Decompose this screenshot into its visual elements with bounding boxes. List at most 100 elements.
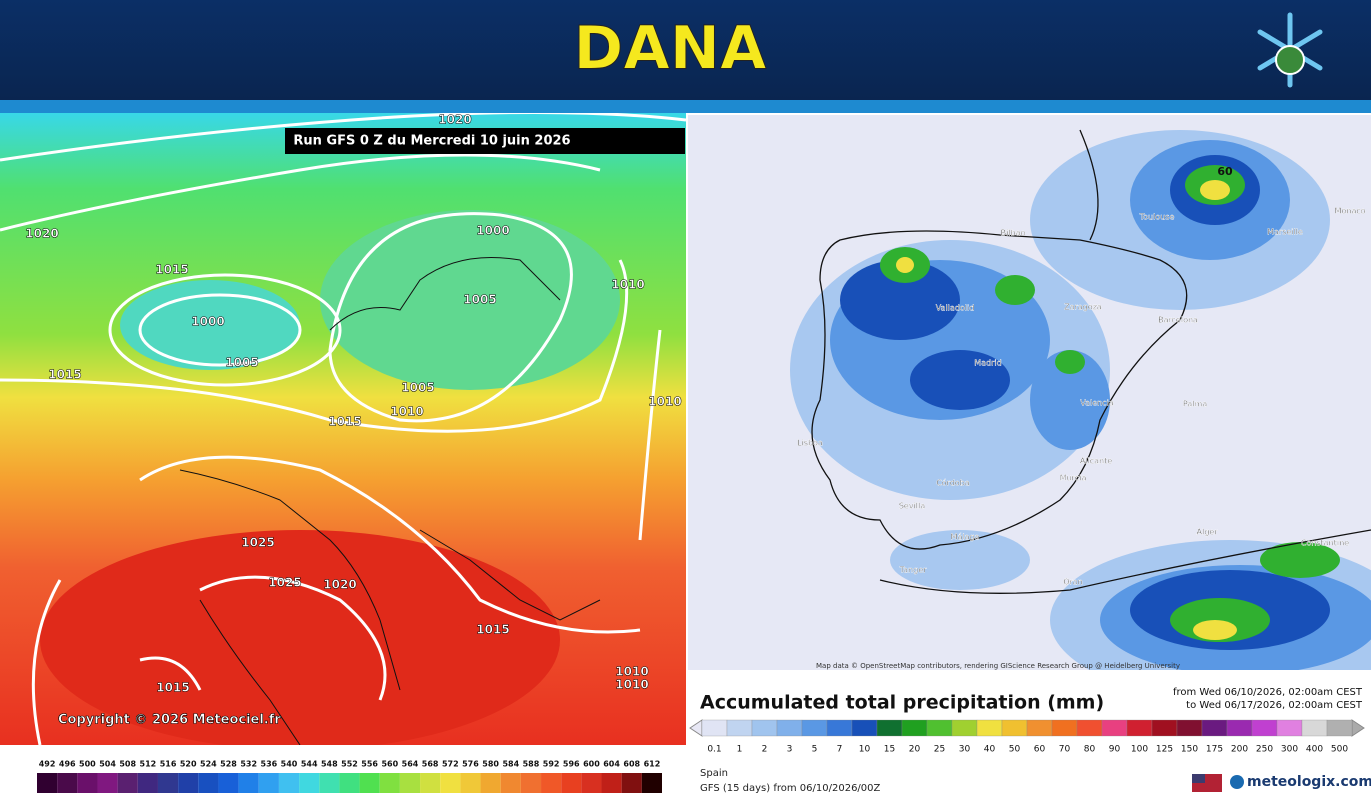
scale-label: 492	[39, 760, 56, 769]
header-stripe	[0, 100, 1371, 113]
scale-swatch	[198, 773, 219, 793]
city-label: Murcia	[1060, 474, 1087, 483]
scale-swatch	[359, 773, 380, 793]
scale-label: 508	[119, 760, 136, 769]
scale-swatch	[37, 773, 58, 793]
legend-swatch	[976, 719, 1003, 737]
isobar-label: 1010	[390, 405, 423, 419]
legend-swatch	[751, 719, 778, 737]
city-label: Lisboa	[797, 439, 823, 448]
scale-label: 604	[603, 760, 620, 769]
city-label: Alicante	[1080, 457, 1112, 466]
scale-swatch	[137, 773, 158, 793]
legend-swatch	[801, 719, 828, 737]
scale-label: 540	[281, 760, 298, 769]
legend-label: 40	[984, 745, 996, 755]
city-label: Marseille	[1267, 228, 1303, 237]
legend-swatch	[1151, 719, 1178, 737]
isobar-label: 1020	[25, 227, 58, 241]
scale-label: 512	[140, 760, 157, 769]
scale-swatch	[440, 773, 461, 793]
scale-swatch	[520, 773, 542, 793]
legend-swatch	[1001, 719, 1028, 737]
isobar-label: 1005	[401, 381, 434, 395]
legend-swatch	[1126, 719, 1153, 737]
scale-swatch	[218, 773, 239, 793]
scale-label: 564	[402, 760, 419, 769]
right-map	[688, 115, 1371, 670]
legend-swatch	[1101, 719, 1128, 737]
legend-swatch	[1051, 719, 1078, 737]
legend-label: 5	[812, 745, 818, 755]
logo	[1257, 12, 1323, 88]
city-label: Valencia	[1080, 399, 1114, 408]
scale-swatch	[97, 773, 118, 793]
legend-swatch	[826, 719, 853, 737]
scale-label: 580	[482, 760, 499, 769]
isobar-label: 1000	[476, 224, 509, 238]
city-label: Alger	[1197, 528, 1219, 537]
city-label: Monaco	[1334, 207, 1365, 216]
scale-swatch	[641, 773, 662, 793]
legend-label: 70	[1059, 745, 1071, 755]
isobar-label: 1005	[463, 293, 496, 307]
legend-swatch	[1226, 719, 1253, 737]
legend-label: 90	[1109, 745, 1121, 755]
scale-label: 516	[160, 760, 177, 769]
scale-label: 572	[442, 760, 459, 769]
legend-label: 50	[1009, 745, 1021, 755]
isobar-label: 1010	[615, 665, 648, 679]
legend-swatch	[901, 719, 928, 737]
city-label: Zaragoza	[1064, 303, 1102, 312]
isobar-label: 1010	[611, 278, 644, 292]
isobar-label: 1020	[323, 578, 356, 592]
scale-label: 548	[321, 760, 338, 769]
date-to: to Wed 06/17/2026, 02:00am CEST	[1186, 700, 1363, 711]
legend-swatch	[1026, 719, 1053, 737]
isobar-label: 1015	[156, 681, 189, 695]
copyright: Copyright © 2026 Meteociel.fr	[58, 713, 281, 728]
isobar-label: 1015	[328, 415, 361, 429]
legend-swatch	[951, 719, 978, 737]
scale-swatch	[399, 773, 421, 793]
legend-swatch	[1076, 719, 1103, 737]
header-title: DANA	[574, 14, 767, 84]
legend-label: 7	[837, 745, 843, 755]
region: Spain	[700, 768, 728, 779]
scale-swatch	[117, 773, 138, 793]
legend-label: 150	[1181, 745, 1198, 755]
date-from: from Wed 06/10/2026, 02:00am CEST	[1173, 687, 1363, 698]
scale-swatch	[339, 773, 360, 793]
scale-swatch	[178, 773, 199, 793]
scale-label: 528	[220, 760, 237, 769]
legend-swatch	[851, 719, 878, 737]
scale-swatch	[581, 773, 602, 793]
scale-label: 560	[381, 760, 398, 769]
run-label: Run GFS 0 Z du Mercredi 10 juin 2026	[293, 134, 570, 149]
isobar-label: 1005	[225, 356, 258, 370]
scale-label: 600	[583, 760, 600, 769]
scale-label: 532	[240, 760, 257, 769]
scale-label: 544	[301, 760, 318, 769]
legend-label: 20	[909, 745, 921, 755]
scale-label: 504	[99, 760, 116, 769]
city-label: Madrid	[974, 359, 1001, 368]
city-label: Málaga	[951, 533, 980, 542]
scale-swatch	[379, 773, 400, 793]
city-label: Barcelona	[1158, 316, 1198, 325]
city-label: Toulouse	[1139, 213, 1175, 222]
legend-swatch	[1326, 719, 1353, 737]
brand-icon	[1230, 775, 1244, 789]
legend-arrow-left	[689, 719, 703, 737]
city-label: Tanger	[899, 566, 928, 575]
city-label: Bilbao	[1001, 229, 1026, 238]
model-run: GFS (15 days) from 06/10/2026/00Z	[700, 783, 881, 794]
scale-swatch	[601, 773, 622, 793]
scale-swatch	[57, 773, 78, 793]
legend-swatch	[1301, 719, 1328, 737]
legend-label: 100	[1131, 745, 1148, 755]
legend-label: 500	[1331, 745, 1348, 755]
scale-label: 608	[623, 760, 640, 769]
